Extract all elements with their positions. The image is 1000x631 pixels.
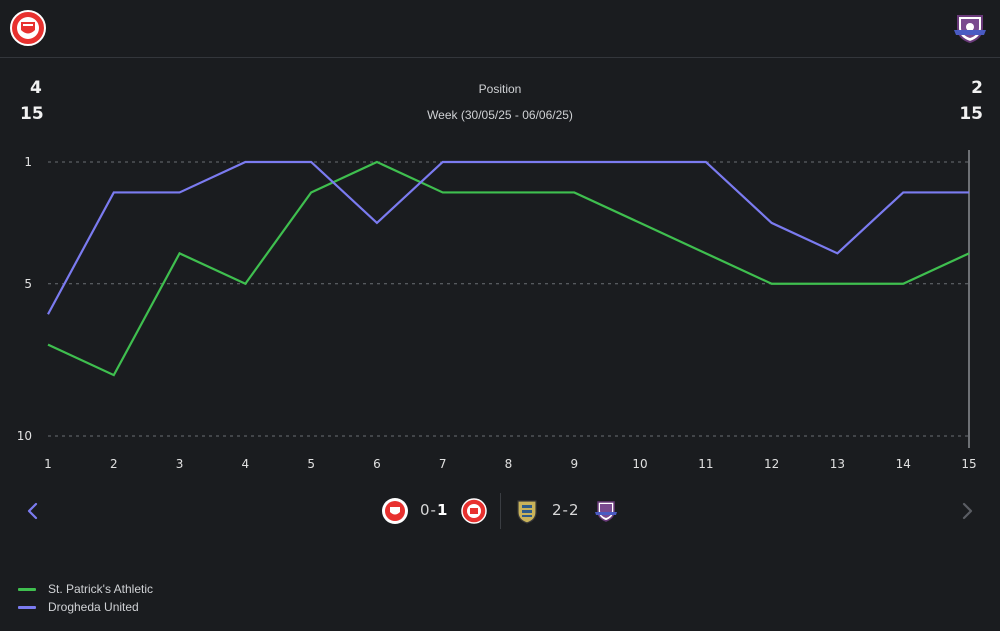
x-tick-label: 15 xyxy=(961,457,976,471)
x-tick-label: 2 xyxy=(110,457,118,471)
x-tick-label: 5 xyxy=(307,457,315,471)
legend-item-drogheda-united[interactable]: Drogheda United xyxy=(18,598,153,616)
header xyxy=(0,0,1000,58)
chart-subtitle: Week (30/05/25 - 06/06/25) xyxy=(427,108,573,122)
x-tick-label: 4 xyxy=(242,457,250,471)
x-tick-label: 3 xyxy=(176,457,184,471)
x-tick-label: 13 xyxy=(830,457,845,471)
match-1-score[interactable]: 0-1 xyxy=(420,501,449,519)
st-patricks-athletic-crest-icon[interactable] xyxy=(8,8,48,48)
chart-title: Position xyxy=(478,82,522,96)
x-tick-label: 11 xyxy=(698,457,713,471)
drogheda-united-crest-icon[interactable] xyxy=(950,8,990,48)
chart-legend: St. Patrick's Athletic Drogheda United xyxy=(18,580,153,616)
x-tick-label: 8 xyxy=(505,457,513,471)
x-tick-label: 12 xyxy=(764,457,779,471)
match-2-away-crest-icon[interactable] xyxy=(592,497,620,525)
home-position: 4 xyxy=(30,78,42,98)
match-1-home-crest-icon[interactable] xyxy=(381,497,409,525)
week-matches: 0-1 2-2 xyxy=(0,493,1000,529)
x-tick-label: 1 xyxy=(44,457,52,471)
chevron-right-icon xyxy=(962,502,973,520)
away-position: 2 xyxy=(971,78,983,98)
next-week-button[interactable] xyxy=(954,498,980,524)
match-1-away-crest-icon[interactable] xyxy=(460,497,488,525)
match-2-home-crest-icon[interactable] xyxy=(513,497,541,525)
match-2-score[interactable]: 2-2 xyxy=(552,501,580,519)
chevron-left-icon xyxy=(27,502,38,520)
y-tick-label: 1 xyxy=(24,155,32,169)
legend-swatch xyxy=(18,587,36,591)
legend-swatch xyxy=(18,605,36,609)
x-tick-label: 10 xyxy=(632,457,647,471)
x-tick-label: 9 xyxy=(570,457,578,471)
match-divider xyxy=(500,493,501,529)
prev-week-button[interactable] xyxy=(20,498,46,524)
home-total: 15 xyxy=(20,104,44,124)
x-tick-label: 6 xyxy=(373,457,381,471)
x-tick-label: 7 xyxy=(439,457,447,471)
series-line-st-patricks-athletic xyxy=(47,160,970,377)
y-tick-label: 5 xyxy=(24,277,32,291)
x-tick-label: 14 xyxy=(896,457,911,471)
y-tick-label: 10 xyxy=(17,429,32,443)
legend-label: Drogheda United xyxy=(48,600,139,614)
series-line-drogheda-united xyxy=(47,160,969,315)
legend-item-st-patricks-athletic[interactable]: St. Patrick's Athletic xyxy=(18,580,153,598)
away-total: 15 xyxy=(959,104,983,124)
legend-label: St. Patrick's Athletic xyxy=(48,582,153,596)
